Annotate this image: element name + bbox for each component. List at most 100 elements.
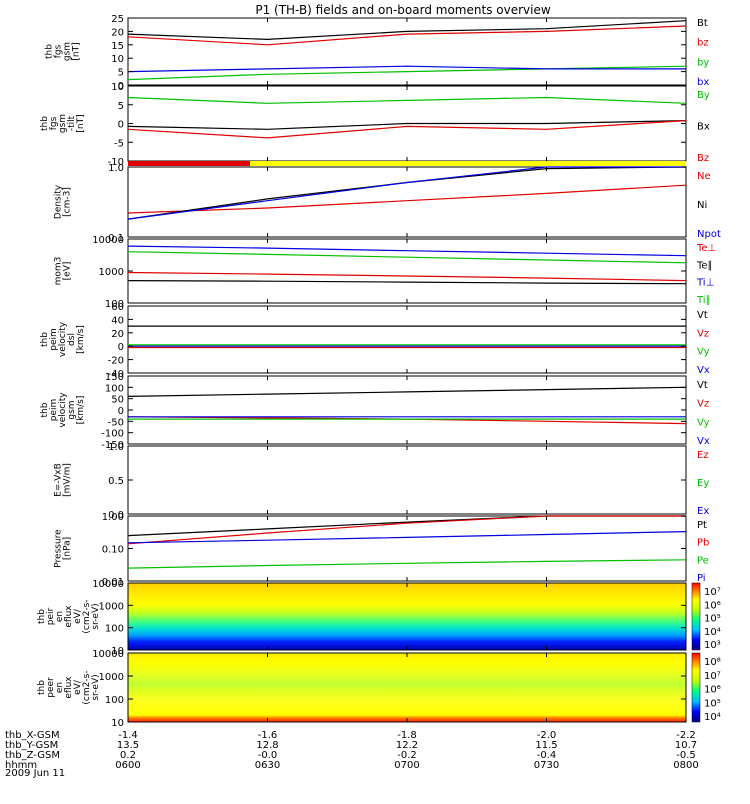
panel-7-legend: Ez Ey Ex — [697, 450, 709, 517]
ylabel-line: thb — [40, 332, 50, 347]
bottom-row-value: 0800 — [673, 760, 698, 771]
date-label: 2009 Jun 11 — [5, 768, 65, 779]
ytick-label: 10 — [111, 718, 124, 729]
panel-1-legend: Bt bz by bx — [697, 18, 709, 88]
bottom-row-value: -1.6 — [258, 730, 278, 741]
panel-3-ylabel: Density [cm-3] — [54, 184, 73, 219]
bottom-row-value: 0.2 — [120, 750, 136, 761]
ytick-label: 10000 — [92, 235, 124, 246]
panel-2-legend: By Bx Bz — [697, 90, 710, 164]
ylabel-line: (cm2-s- — [82, 670, 92, 704]
panel-10-ylabel: thb peer en eflux eV/(cm2-s-sr-eV) — [37, 670, 101, 704]
ytick-label: -50 — [108, 417, 124, 428]
legend-by-label: by — [697, 57, 709, 68]
ylabel-line: dsl — [67, 333, 77, 346]
ytick-label: 25 — [111, 14, 124, 25]
ytick-label: 15 — [111, 41, 124, 52]
ylabel-line: en — [55, 682, 65, 693]
legend-pe-label: Pe — [697, 555, 709, 566]
ytick-label: 0.0 — [108, 510, 124, 521]
ytick-label: -150 — [101, 440, 124, 451]
panel-6-legend: Vt Vz Vy Vx — [697, 380, 710, 447]
ytick-label: -100 — [101, 429, 124, 440]
colorbar-tick-label: 10⁶ — [704, 685, 721, 696]
ylabel-line: sr-eV) — [91, 603, 101, 629]
legend-vt-label: Vt — [697, 380, 708, 391]
bottom-row-label: hhmm — [5, 760, 37, 771]
panel-2-lines — [127, 96, 687, 139]
ytick-label: 40 — [111, 315, 124, 326]
panel-2-yticks: 10 5 0 -5 -10 — [108, 82, 686, 168]
ylabel-line: peer — [46, 677, 56, 698]
ylabel-line: peir — [46, 607, 56, 625]
legend-bz-label: Bz — [697, 153, 709, 164]
bottom-row-value: 10.7 — [675, 740, 697, 751]
panel-5-frame — [127, 305, 687, 374]
ytick-label: 100 — [105, 383, 124, 394]
series-ti-line — [127, 251, 687, 264]
panel-4-legend: Te⊥ Te∥ Ti⊥ Ti∥ — [696, 243, 716, 306]
ytick-label: -20 — [108, 356, 124, 367]
ylabel-line: thb — [40, 116, 50, 131]
mode-bar-fast-survey — [128, 161, 250, 166]
legend-ne-label: Ne — [697, 171, 711, 182]
orbit-time-labels: thb_X-GSM -1.4 -1.6 -1.8 -2.0 -2.2 thb_Y-GSM 13… — [5, 730, 699, 771]
mode-bar-slow-survey — [250, 161, 686, 166]
panel-1-yticks: 25 20 15 10 5 0 — [111, 14, 686, 92]
bottom-row-value: 12.8 — [256, 740, 278, 751]
ytick-label: 100 — [105, 624, 124, 635]
panel-8-lines — [127, 515, 687, 569]
ytick-label: 10 — [111, 82, 124, 93]
ytick-label: 1.0 — [108, 163, 124, 174]
ytick-label: 10 — [111, 646, 124, 657]
panel-3-legend: Ne Ni Npot — [697, 171, 721, 240]
ylabel-line: [eV] — [63, 262, 73, 281]
panel-5-legend: Vt Vz Vy Vx — [697, 310, 710, 376]
ylabel-line: [cm-3] — [63, 187, 73, 217]
series-te-line — [127, 280, 687, 285]
bottom-row-value: 13.5 — [117, 740, 139, 751]
panel-3-lines — [127, 166, 687, 220]
colorbar-tick-label: 10⁷ — [704, 671, 721, 682]
colorbar-tick-label: 10⁴ — [704, 712, 721, 723]
bottom-row-label: thb_Z-GSM — [5, 750, 60, 761]
bottom-row-value: -1.8 — [397, 730, 417, 741]
bottom-row-value: -1.4 — [118, 730, 138, 741]
bottom-row-value: 0600 — [115, 760, 140, 771]
ylabel-line: [nPa] — [63, 537, 73, 560]
series-bx-line — [127, 65, 686, 73]
legend-vz-label: Vz — [697, 328, 709, 339]
ylabel-line: Density — [54, 184, 64, 219]
ytick-label: 0.1 — [108, 233, 124, 244]
ytick-label: 10 — [111, 54, 124, 65]
ylabel-line: en — [55, 611, 65, 622]
ytick-label: -10 — [108, 157, 124, 168]
ylabel-line: Pressure — [54, 529, 64, 568]
legend-te-label: Te∥ — [696, 260, 713, 271]
ylabel-line: eflux — [64, 605, 74, 628]
ylabel-line: sr-eV) — [91, 674, 101, 700]
ytick-label: 1000 — [99, 267, 124, 278]
series-bt-line — [127, 20, 687, 41]
panel-9-ylabel: thb peir en eflux eV/(cm2-s-sr-eV) — [37, 599, 101, 633]
bottom-row-value: 0630 — [255, 760, 280, 771]
ylabel-line: [km/s] — [76, 325, 86, 354]
bottom-row-value: 0700 — [394, 760, 419, 771]
series-npot-line — [127, 166, 686, 220]
legend-ex-label: Ex — [697, 506, 709, 517]
series-pb-line — [127, 515, 686, 545]
ytick-label: 1.0 — [108, 442, 124, 453]
ytick-label: 0.5 — [108, 476, 124, 487]
colorbar-tick-label: 10⁷ — [704, 587, 721, 598]
panel-5-lines — [128, 325, 686, 349]
colorbar-tick-label: 10⁵ — [704, 614, 721, 625]
series-ne-line — [127, 184, 687, 214]
ylabel-line: peim — [49, 399, 59, 422]
figure-title: P1 (TH-B) fields and on-board moments ov… — [255, 3, 551, 17]
legend-vy-label: Vy — [697, 417, 710, 428]
ylabel-line: [mV/m] — [63, 463, 73, 497]
